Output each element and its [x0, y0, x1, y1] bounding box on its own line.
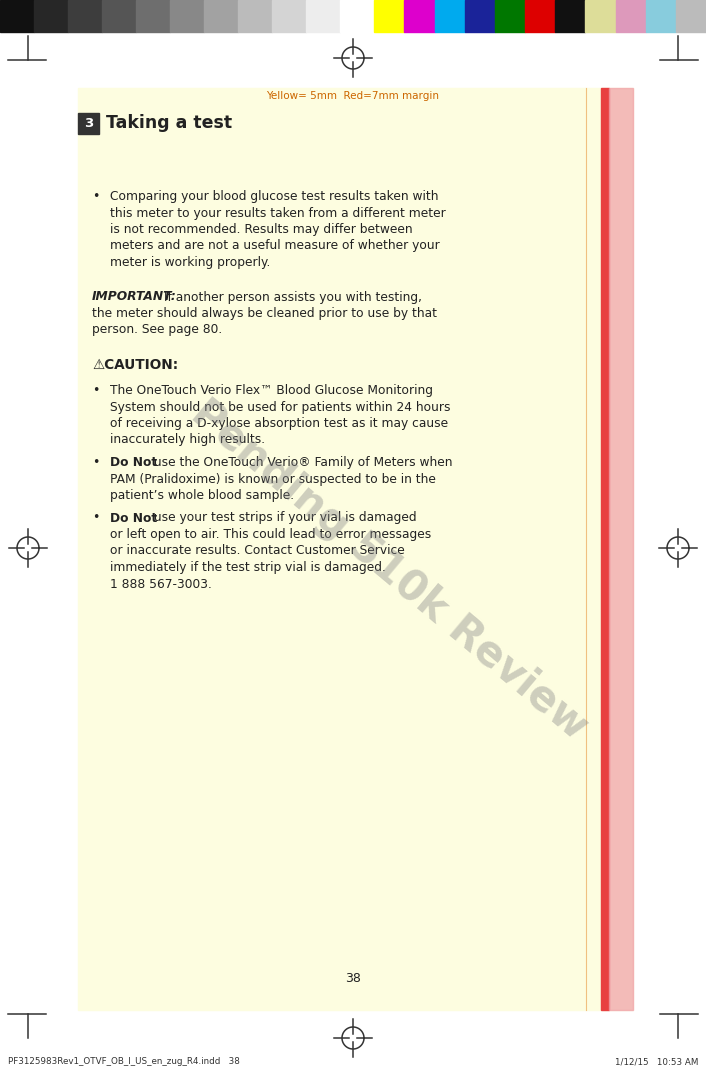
Text: Comparing your blood glucose test results taken with: Comparing your blood glucose test result… — [110, 190, 438, 203]
Text: use your test strips if your vial is damaged: use your test strips if your vial is dam… — [150, 512, 417, 525]
Bar — [78, 113, 99, 134]
Bar — [78, 88, 633, 1010]
Bar — [272, 0, 306, 32]
Text: System should not be used for patients within 24 hours: System should not be used for patients w… — [110, 401, 450, 414]
Bar — [555, 0, 585, 32]
Bar — [306, 0, 340, 32]
Bar — [238, 0, 272, 32]
Text: IMPORTANT:: IMPORTANT: — [92, 290, 176, 303]
Text: person. See page 80.: person. See page 80. — [92, 324, 222, 336]
Bar — [34, 0, 68, 32]
Text: PAM (Pralidoxime) is known or suspected to be in the: PAM (Pralidoxime) is known or suspected … — [110, 473, 436, 486]
Text: of receiving a D-xylose absorption test as it may cause: of receiving a D-xylose absorption test … — [110, 417, 448, 430]
Text: The OneTouch Verio Flex™ Blood Glucose Monitoring: The OneTouch Verio Flex™ Blood Glucose M… — [110, 384, 433, 397]
Text: is not recommended. Results may differ between: is not recommended. Results may differ b… — [110, 223, 412, 236]
Text: Pending 510k Review: Pending 510k Review — [184, 392, 597, 748]
Text: ⚠CAUTION:: ⚠CAUTION: — [92, 358, 178, 372]
Bar — [601, 88, 609, 1010]
Bar — [170, 0, 204, 32]
Bar — [434, 0, 465, 32]
Bar — [204, 0, 238, 32]
Text: patient’s whole blood sample.: patient’s whole blood sample. — [110, 489, 294, 502]
Bar — [646, 0, 676, 32]
Text: •: • — [92, 190, 100, 203]
Text: Yellow= 5mm  Red=7mm margin: Yellow= 5mm Red=7mm margin — [266, 91, 440, 101]
Text: •: • — [92, 456, 100, 469]
Text: Do Not: Do Not — [110, 512, 157, 525]
Text: 3: 3 — [84, 117, 93, 130]
Text: •: • — [92, 512, 100, 525]
Text: immediately if the test strip vial is damaged.: immediately if the test strip vial is da… — [110, 561, 386, 574]
Text: If another person assists you with testing,: If another person assists you with testi… — [160, 290, 422, 303]
Bar — [525, 0, 555, 32]
Text: 1 888 567-3003.: 1 888 567-3003. — [110, 577, 212, 590]
Text: or left open to air. This could lead to error messages: or left open to air. This could lead to … — [110, 528, 431, 541]
Text: this meter to your results taken from a different meter: this meter to your results taken from a … — [110, 206, 445, 219]
Text: inaccurately high results.: inaccurately high results. — [110, 433, 265, 446]
Bar — [405, 0, 434, 32]
Bar — [0, 0, 34, 32]
Text: Do Not: Do Not — [110, 456, 157, 469]
Bar — [676, 0, 706, 32]
Bar — [585, 0, 616, 32]
Bar — [609, 88, 633, 1010]
Text: Taking a test: Taking a test — [106, 115, 232, 132]
Bar — [465, 0, 495, 32]
Text: use the OneTouch Verio® Family of Meters when: use the OneTouch Verio® Family of Meters… — [150, 456, 453, 469]
Bar — [102, 0, 136, 32]
Bar — [616, 0, 646, 32]
Bar — [340, 0, 374, 32]
Bar — [136, 0, 170, 32]
Bar — [374, 0, 405, 32]
Bar — [68, 0, 102, 32]
Bar — [495, 0, 525, 32]
Text: meter is working properly.: meter is working properly. — [110, 256, 270, 269]
Text: or inaccurate results. Contact Customer Service: or inaccurate results. Contact Customer … — [110, 545, 405, 558]
Text: •: • — [92, 384, 100, 397]
Text: meters and are not a useful measure of whether your: meters and are not a useful measure of w… — [110, 240, 440, 253]
Text: PF3125983Rev1_OTVF_OB_I_US_en_zug_R4.indd   38: PF3125983Rev1_OTVF_OB_I_US_en_zug_R4.ind… — [8, 1058, 240, 1066]
Text: 1/12/15   10:53 AM: 1/12/15 10:53 AM — [615, 1058, 698, 1066]
Text: 38: 38 — [345, 972, 361, 985]
Text: the meter should always be cleaned prior to use by that: the meter should always be cleaned prior… — [92, 307, 437, 320]
